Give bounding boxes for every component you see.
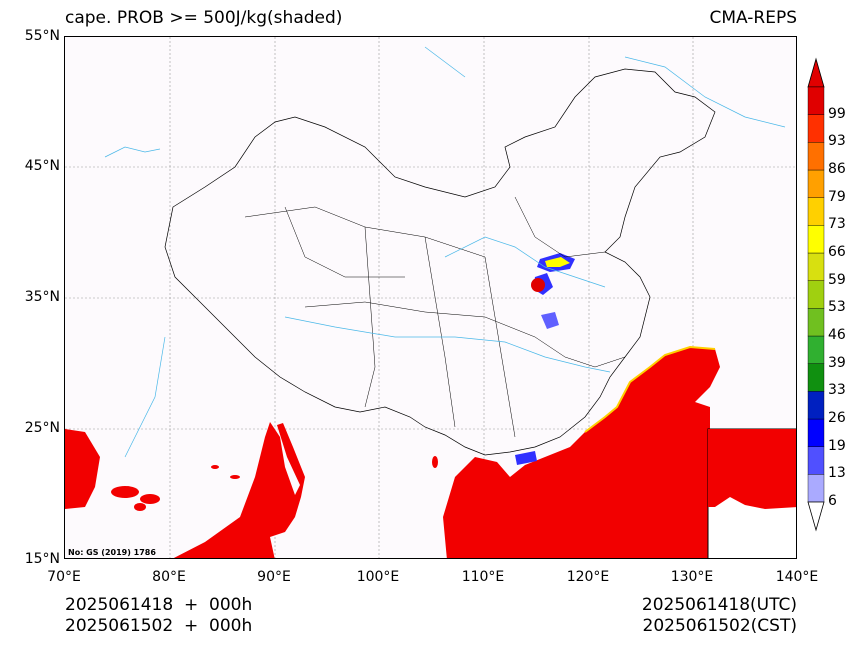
lon-label-100: 100°E — [356, 569, 400, 585]
valid-time-block: 2025061418(UTC) 2025061502(CST) — [642, 595, 797, 637]
province-borders — [244, 196, 626, 438]
lon-label-70: 70°E — [47, 569, 81, 585]
colorbar-tick-label: 53 — [828, 299, 846, 316]
init-time-utc: 2025061418 + 000h — [65, 595, 253, 615]
lon-label-120: 120°E — [566, 569, 610, 585]
cape-prob-yellow-sea-edge — [584, 345, 716, 433]
lon-label-130: 130°E — [670, 569, 714, 585]
colorbar-tick-label: 46 — [828, 327, 846, 343]
colorbar-tick-label: 99 — [828, 105, 846, 122]
map-approval-number: No: GS (2019) 1786 — [68, 548, 156, 557]
init-time-cst: 2025061502 + 000h — [65, 616, 253, 636]
colorbar-tick-label: 33 — [828, 382, 846, 399]
lon-label-140: 140°E — [775, 569, 819, 585]
colorbar-bin — [807, 363, 825, 392]
colorbar-extend-top — [807, 57, 825, 88]
colorbar-bin — [807, 114, 825, 143]
map-canvas — [65, 37, 796, 558]
map-title: cape. PROB >= 500J/kg(shaded) — [65, 8, 343, 28]
colorbar-bin — [807, 446, 825, 475]
colorbar — [807, 57, 825, 532]
colorbar-bin — [807, 197, 825, 226]
lat-label-15: 15°N — [24, 551, 60, 567]
colorbar-bin — [807, 142, 825, 171]
colorbar-extend-bottom — [807, 501, 825, 532]
model-name: CMA-REPS — [709, 8, 797, 28]
colorbar-tick-label: 19 — [828, 437, 846, 454]
valid-time-cst: 2025061502(CST) — [642, 616, 797, 636]
colorbar-tick-label: 6 — [828, 493, 837, 509]
colorbar-tick-label: 59 — [828, 271, 846, 288]
cape-prob-north-china-cluster — [515, 253, 575, 465]
valid-time-utc: 2025061418(UTC) — [641, 595, 797, 615]
colorbar-bin — [807, 280, 825, 309]
colorbar-bin — [807, 335, 825, 364]
colorbar-tick-label: 93 — [828, 133, 846, 150]
lat-label-35: 35°N — [24, 289, 60, 305]
lon-label-110: 110°E — [461, 569, 505, 585]
lat-label-25: 25°N — [24, 420, 60, 436]
map-panel — [64, 36, 797, 559]
colorbar-tick-label: 13 — [828, 465, 846, 482]
lon-label-90: 90°E — [257, 569, 291, 585]
colorbar-bin — [807, 225, 825, 254]
colorbar-tick-label: 26 — [828, 410, 846, 426]
inset-prob-shading — [708, 429, 796, 509]
init-time-block: 2025061418 + 000h 2025061502 + 000h — [65, 595, 252, 637]
colorbar-tick-label: 39 — [828, 354, 846, 371]
colorbar-tick-label: 66 — [828, 244, 846, 260]
colorbar-bin — [807, 308, 825, 337]
graticule — [65, 37, 796, 558]
colorbar-bin — [807, 418, 825, 447]
colorbar-bin — [807, 252, 825, 281]
cape-prob-arabian-sea — [65, 429, 100, 509]
colorbar-bin — [807, 474, 825, 503]
lon-label-80: 80°E — [152, 569, 186, 585]
rivers — [104, 46, 786, 458]
colorbar-tick-label: 73 — [828, 216, 846, 233]
lat-label-55: 55°N — [24, 28, 60, 44]
colorbar-bin — [807, 391, 825, 420]
colorbar-tick-label: 79 — [828, 188, 846, 205]
cape-prob-scattered-patches — [111, 456, 438, 511]
colorbar-tick-label: 86 — [828, 161, 846, 177]
colorbar-bin — [807, 169, 825, 198]
lat-label-45: 45°N — [24, 158, 60, 174]
colorbar-bin — [807, 86, 825, 115]
cape-prob-bay-of-bengal — [173, 422, 305, 558]
